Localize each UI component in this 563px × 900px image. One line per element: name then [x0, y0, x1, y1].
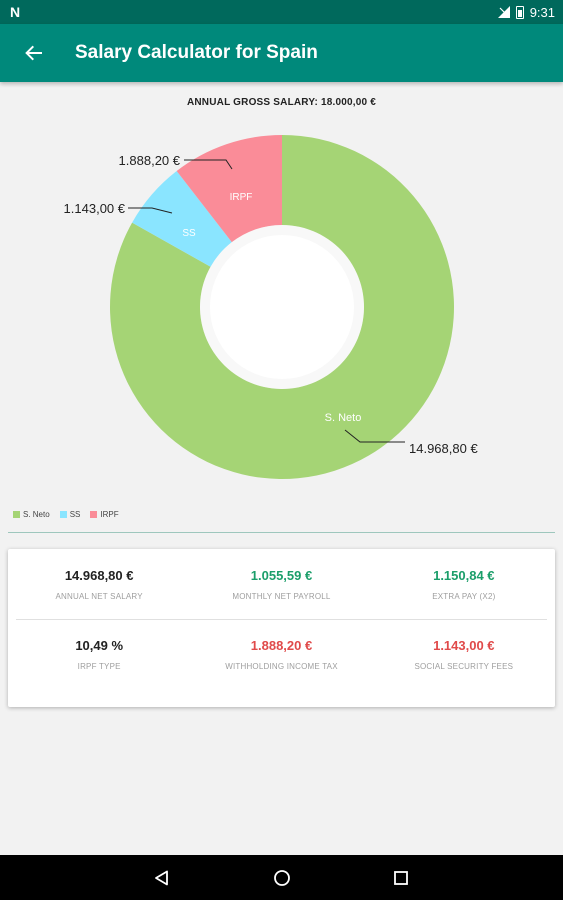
withholding-tax-value: 1.888,20 €	[250, 638, 313, 653]
withholding-tax-cell: 1.888,20 € WITHHOLDING INCOME TAX	[190, 619, 372, 689]
back-button[interactable]	[18, 37, 50, 69]
extra-pay-label: EXTRA PAY (X2)	[432, 592, 496, 601]
legend-label-neto: S. Neto	[23, 510, 50, 519]
nav-recents-button[interactable]	[389, 866, 413, 890]
nav-back-button[interactable]	[150, 866, 174, 890]
slice-label-ss: SS	[182, 228, 196, 239]
legend-label-ss: SS	[69, 510, 81, 519]
donut-hole	[210, 235, 354, 379]
legend-swatch-irpf	[90, 511, 98, 518]
legend-swatch-ss	[59, 511, 67, 518]
square-recents-icon	[394, 871, 408, 885]
notification-n-icon: N	[10, 4, 21, 20]
extra-pay-value: 1.150,84 €	[433, 568, 495, 583]
status-bar-right: 9:31	[497, 0, 555, 24]
social-security-value: 1.143,00 €	[433, 638, 495, 653]
slice-label-neto: S. Neto	[325, 412, 362, 424]
chart-legend: S. Neto SS IRPF	[13, 510, 119, 519]
circle-home-icon	[274, 870, 290, 886]
signal-icon	[497, 6, 510, 18]
annual-net-salary-value: 14.968,80 €	[64, 568, 134, 583]
summary-row-2: 10,49 % IRPF TYPE 1.888,20 € WITHHOLDING…	[8, 619, 555, 689]
slice-label-irpf: IRPF	[230, 192, 253, 203]
irpf-type-cell: 10,49 % IRPF TYPE	[8, 619, 190, 689]
leader-line-ss	[128, 207, 173, 214]
status-bar: N 9:31	[0, 0, 563, 24]
monthly-net-payroll-label: MONTHLY NET PAYROLL	[232, 592, 331, 601]
slice-value-irpf: 1.888,20 €	[119, 153, 181, 168]
system-nav-bar	[0, 855, 563, 900]
donut-slice-ss[interactable]	[132, 171, 232, 267]
arrow-back-icon	[25, 45, 42, 61]
irpf-type-label: IRPF TYPE	[77, 662, 121, 671]
summary-card: 14.968,80 € ANNUAL NET SALARY 1.055,59 €…	[8, 549, 555, 707]
extra-pay-cell: 1.150,84 € EXTRA PAY (X2)	[373, 549, 555, 619]
donut-slice-s-neto[interactable]	[109, 135, 454, 479]
app-bar: Salary Calculator for Spain	[0, 24, 563, 82]
nav-home-button[interactable]	[270, 866, 294, 890]
gross-salary-label: ANNUAL GROSS SALARY: 18.000,00 €	[186, 97, 377, 108]
summary-row-1: 14.968,80 € ANNUAL NET SALARY 1.055,59 €…	[8, 549, 555, 619]
slice-value-neto: 14.968,80 €	[409, 441, 478, 456]
social-security-cell: 1.143,00 € SOCIAL SECURITY FEES	[373, 619, 555, 689]
leader-line-irpf	[184, 159, 233, 170]
legend-item-ss: SS	[59, 510, 81, 519]
legend-label-irpf: IRPF	[100, 510, 119, 519]
legend-item-neto: S. Neto	[13, 510, 50, 519]
annual-net-salary-label: ANNUAL NET SALARY	[55, 592, 143, 601]
slice-value-ss: 1.143,00 €	[64, 201, 126, 216]
legend-item-irpf: IRPF	[90, 510, 119, 519]
salary-donut-chart[interactable]: S. Neto SS IRPF 14.968,80 € 1.143,00 € 1…	[0, 110, 563, 510]
triangle-back-icon	[155, 870, 168, 886]
section-divider	[8, 532, 555, 533]
monthly-net-payroll-value: 1.055,59 €	[250, 568, 313, 583]
irpf-type-value: 10,49 %	[75, 638, 124, 653]
leader-line-neto	[344, 429, 405, 443]
status-time: 9:31	[529, 4, 555, 20]
social-security-label: SOCIAL SECURITY FEES	[414, 662, 514, 671]
withholding-tax-label: WITHHOLDING INCOME TAX	[225, 662, 338, 671]
summary-row-separator	[16, 619, 547, 620]
page-title: Salary Calculator for Spain	[75, 42, 318, 63]
monthly-net-payroll-cell: 1.055,59 € MONTHLY NET PAYROLL	[190, 549, 372, 619]
battery-icon	[515, 5, 524, 19]
annual-net-salary-cell: 14.968,80 € ANNUAL NET SALARY	[8, 549, 190, 619]
donut-slice-irpf[interactable]	[176, 135, 282, 243]
legend-swatch-neto	[13, 511, 20, 518]
